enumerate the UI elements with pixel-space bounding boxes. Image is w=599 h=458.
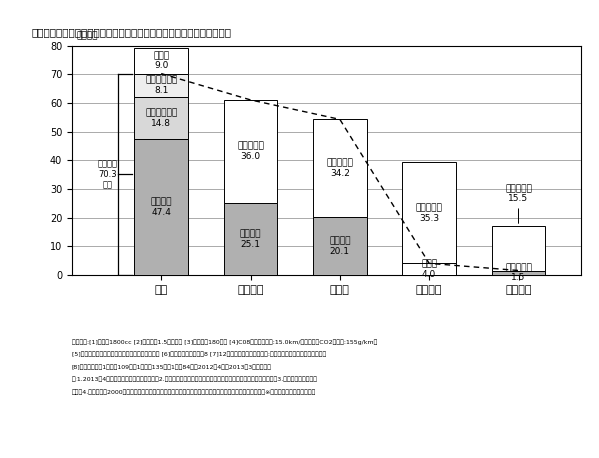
Text: 付加価値税
35.3: 付加価値税 35.3 xyxy=(416,203,443,223)
Bar xyxy=(403,263,456,275)
Bar xyxy=(492,226,545,271)
Text: [8]為替レート：1ユーロ109円、1ポンド135円、1ドル84円（2012年4月〜2013年3月の平均）: [8]為替レート：1ユーロ109円、1ポンド135円、1ドル84円（2012年4… xyxy=(72,364,272,370)
Text: 付加価値税
34.2: 付加価値税 34.2 xyxy=(326,158,353,178)
Bar xyxy=(134,48,188,74)
Bar xyxy=(134,139,188,275)
Text: 付加価値税
36.0: 付加価値税 36.0 xyxy=(237,142,264,161)
Bar xyxy=(224,100,277,203)
Text: 登録税
4.0: 登録税 4.0 xyxy=(421,259,437,279)
Text: （万円）: （万円） xyxy=(76,31,98,40)
Text: 除く。4.フランスは2000年をもって個人所有に対する自動車税は廃止。　　　　　　　　　　　　　　　　　※日本自動車工業会資料より: 除く。4.フランスは2000年をもって個人所有に対する自動車税は廃止。 ※日本自… xyxy=(72,389,316,395)
Bar xyxy=(403,162,456,263)
Bar xyxy=(224,203,277,275)
Text: 自動車重量税
14.8: 自動車重量税 14.8 xyxy=(145,108,177,128)
Bar xyxy=(313,120,367,217)
Text: 自動車税
20.1: 自動車税 20.1 xyxy=(329,236,350,256)
Text: 注:1.2013年4月時点の税体系に基づく試算。2.各国の環境対策としての税制政策（軽減措置）は加味していない。3.各国の登録手数料は: 注:1.2013年4月時点の税体系に基づく試算。2.各国の環境対策としての税制政… xyxy=(72,376,318,382)
Text: 自動車税
47.4: 自動車税 47.4 xyxy=(150,197,172,217)
Text: [5]フランスはパリ市、アメリカはニューヨーク市 [6]フランスは課税馬力8 [7]12年間使用（平均使用年数:自動車検査登録情報協会データ）: [5]フランスはパリ市、アメリカはニューヨーク市 [6]フランスは課税馬力8 [… xyxy=(72,352,326,357)
Bar xyxy=(313,217,367,275)
Text: 自動車税
25.1: 自動車税 25.1 xyxy=(240,229,261,249)
Text: 前提条件:[1]排気量1800cc [2]車両重量1.5トン未満 [3]車体価格180万円 [4]C08モード燃費値:15.0km/リットル（CO2排出量:15: 前提条件:[1]排気量1800cc [2]車両重量1.5トン未満 [3]車体価格… xyxy=(72,339,377,344)
Bar xyxy=(492,271,545,275)
Bar xyxy=(134,74,188,97)
Bar xyxy=(134,97,188,139)
Text: 自動車取得税
8.1: 自動車取得税 8.1 xyxy=(145,76,177,95)
Text: 自動車税他
1.5: 自動車税他 1.5 xyxy=(505,263,532,282)
Text: 車体課税
70.3
万円: 車体課税 70.3 万円 xyxy=(98,159,117,189)
Text: 【図１】車体（取得・保有）課税の国際比較〔１２年間使用した場合〕: 【図１】車体（取得・保有）課税の国際比較〔１２年間使用した場合〕 xyxy=(31,27,231,37)
Text: 小売売上税
15.5: 小売売上税 15.5 xyxy=(505,184,532,224)
Text: 消費税
9.0: 消費税 9.0 xyxy=(153,51,170,71)
